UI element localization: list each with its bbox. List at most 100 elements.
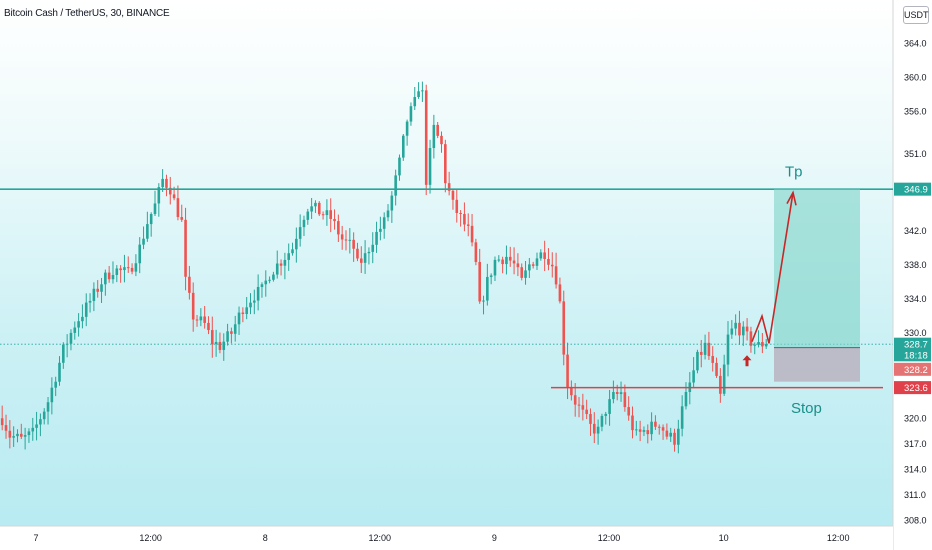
candle-body <box>741 326 745 336</box>
candle-body <box>585 409 588 415</box>
candles-group <box>0 81 768 454</box>
candle-body <box>524 270 527 278</box>
candle-body <box>115 268 119 275</box>
candle-body <box>379 228 382 232</box>
candle-body <box>589 414 592 424</box>
candle-body <box>699 351 703 355</box>
price-tag <box>894 362 931 376</box>
candle-body <box>493 259 497 276</box>
price-axis-panel <box>893 0 932 550</box>
candle-body <box>455 199 459 213</box>
time-tick-label: 12:00 <box>369 533 392 543</box>
candle-body <box>172 194 176 199</box>
price-tick-label: 330.0 <box>904 328 927 338</box>
candle-body <box>211 330 214 345</box>
candle-body <box>253 300 256 303</box>
candle-body <box>382 217 386 229</box>
candle-body <box>226 331 229 342</box>
candle-body <box>547 258 550 265</box>
candle-body <box>543 252 546 259</box>
candle-body <box>306 211 310 220</box>
candle-body <box>554 266 558 285</box>
candle-body <box>88 300 92 303</box>
price-tick-label: 356.0 <box>904 107 927 117</box>
candle-body <box>573 395 577 405</box>
candle-body <box>23 435 27 437</box>
candle-body <box>222 341 226 350</box>
candle-body <box>233 324 237 334</box>
candle-body <box>58 362 61 382</box>
candle-body <box>593 423 596 434</box>
candle-body <box>104 272 107 285</box>
candle-body <box>398 157 401 176</box>
candle-body <box>623 392 627 408</box>
candle-body <box>272 274 275 280</box>
price-tag-label: 323.6 <box>904 383 928 394</box>
candle-body <box>329 210 333 219</box>
candle-body <box>291 249 294 254</box>
currency-button[interactable]: USDT <box>903 6 929 24</box>
candle-body <box>191 292 195 320</box>
candle-body <box>421 90 424 92</box>
candle-body <box>100 284 103 292</box>
candle-body <box>54 381 57 388</box>
candle-body <box>386 210 390 218</box>
candle-body <box>428 148 432 185</box>
candle-body <box>482 300 485 302</box>
candle-body <box>650 421 653 435</box>
candle-body <box>764 344 768 347</box>
candle-body <box>31 427 35 432</box>
price-tick-label: 351.0 <box>904 149 927 159</box>
price-tag-label: 328.7 <box>904 340 928 351</box>
candle-body <box>501 259 504 265</box>
candle-body <box>608 399 611 414</box>
price-tick-label: 308.0 <box>904 516 927 526</box>
candle-body <box>711 356 715 363</box>
time-tick-label: 9 <box>492 533 497 543</box>
candle-body <box>352 239 355 249</box>
candle-body <box>92 288 96 301</box>
candle-body <box>478 261 481 302</box>
candle-body <box>126 267 130 269</box>
price-tag <box>894 381 931 395</box>
candle-body <box>577 404 581 406</box>
candle-body <box>417 91 420 98</box>
candle-body <box>27 431 31 436</box>
candle-body <box>146 224 149 239</box>
time-tick-label: 10 <box>719 533 729 543</box>
candle-body <box>180 217 184 220</box>
candle-body <box>440 135 443 145</box>
candle-body <box>237 312 241 325</box>
candle-body <box>134 263 138 272</box>
candle-body <box>123 267 126 271</box>
candle-body <box>111 274 115 280</box>
candle-body <box>539 252 543 259</box>
candle-body <box>363 253 367 263</box>
candle-body <box>77 321 80 328</box>
candle-body <box>692 370 695 383</box>
candle-body <box>447 183 451 191</box>
time-tick-label: 12:00 <box>827 533 850 543</box>
candle-body <box>734 322 737 329</box>
candle-body <box>615 392 619 395</box>
candle-body <box>619 392 623 395</box>
candle-body <box>566 354 569 388</box>
candle-body <box>486 276 489 301</box>
candle-body <box>654 421 657 427</box>
price-tick-label: 364.0 <box>904 39 927 49</box>
time-axis-panel <box>0 526 893 550</box>
candle-body <box>665 430 669 437</box>
candle-body <box>390 195 394 211</box>
candle-body <box>612 392 615 400</box>
price-tag-label: 346.9 <box>904 185 928 196</box>
candle-body <box>165 178 168 188</box>
candle-body <box>738 322 741 336</box>
candle-body <box>459 212 462 214</box>
candle-body <box>677 428 680 445</box>
candle-body <box>424 90 428 185</box>
candle-body <box>39 419 42 425</box>
candle-body <box>241 312 245 315</box>
tp-annotation: Tp <box>785 163 803 180</box>
